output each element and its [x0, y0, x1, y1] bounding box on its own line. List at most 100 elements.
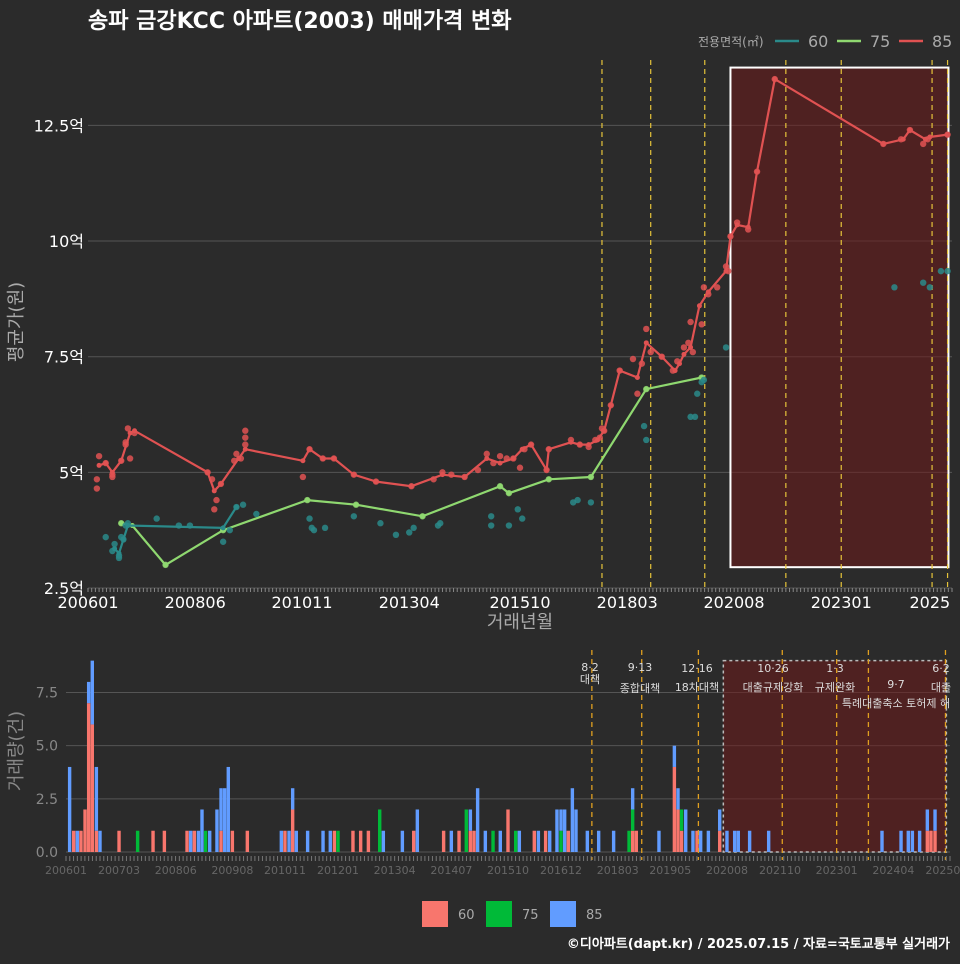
volume-bar [514, 830, 518, 852]
line-vertex [677, 361, 683, 367]
volume-bar [725, 830, 729, 852]
volume-bar [203, 830, 208, 852]
volume-bar [151, 830, 155, 852]
data-point [643, 325, 650, 333]
x-tick-label: 200601 [45, 864, 87, 877]
volume-bar [457, 830, 461, 852]
line-vertex [118, 520, 124, 526]
volume-bar [366, 830, 371, 852]
x-tick-label: 201304 [374, 864, 416, 877]
volume-bar [336, 830, 340, 852]
data-point [891, 284, 898, 291]
volume-bar [630, 830, 635, 852]
x-tick-label: 201612 [540, 864, 582, 877]
x-tick-label: 202301 [811, 593, 872, 612]
volume-bar [90, 660, 94, 725]
line-vertex [672, 368, 678, 374]
volume-bar [162, 830, 167, 852]
x-tick-label: 200806 [165, 593, 226, 612]
line-vertex [125, 523, 131, 529]
x-tick-label: 201304 [379, 593, 440, 612]
data-point [124, 425, 132, 432]
volume-bar [899, 830, 903, 852]
y-tick-label: 5.0 [36, 739, 58, 755]
line-vertex [439, 472, 445, 478]
volume-bar [929, 830, 933, 852]
data-point [920, 140, 927, 148]
volume-bar [718, 809, 722, 831]
line-vertex [220, 525, 226, 531]
x-tick-label: 201510 [487, 864, 529, 877]
data-point [310, 526, 318, 534]
volume-bar [208, 830, 212, 852]
volume-bar [200, 809, 204, 852]
data-point [253, 510, 260, 518]
data-point [321, 524, 329, 532]
volume-bar [72, 830, 76, 852]
volume-bar [287, 830, 291, 852]
y-tick-label: 10억 [49, 232, 84, 251]
line-vertex [233, 504, 239, 510]
line-vertex [510, 455, 516, 461]
line-vertex [772, 76, 778, 82]
volume-bar [400, 830, 405, 852]
data-point [242, 441, 249, 448]
x-tick-label: 202301 [816, 864, 858, 877]
data-point [483, 450, 490, 458]
line-vertex [643, 386, 649, 392]
volume-bar [570, 788, 575, 852]
line-vertex [688, 344, 694, 350]
line-vertex [497, 460, 503, 466]
footer-credit: ©디아파트(dapt.kr) / 2025.07.15 / 자료=국토교통부 실… [567, 936, 950, 952]
line-vertex [588, 474, 594, 480]
volume-bar [472, 830, 476, 852]
volume-bar [283, 830, 287, 852]
volume-bar [381, 830, 386, 852]
legend-swatch [550, 901, 576, 927]
volume-bar [279, 830, 284, 852]
line-vertex [546, 446, 552, 452]
volume-bar [305, 830, 310, 852]
volume-bar [718, 830, 722, 852]
data-point [350, 513, 358, 520]
data-point [687, 318, 694, 326]
volume-bar [219, 788, 223, 831]
line-vertex [420, 513, 426, 519]
data-point [126, 455, 134, 462]
volume-bar [672, 766, 677, 852]
line-vertex [211, 488, 217, 494]
data-point [213, 496, 220, 504]
volume-bar [196, 830, 201, 852]
volume-bar [706, 830, 711, 852]
volume-bar [464, 809, 468, 852]
volume-bar [566, 830, 570, 852]
legend-label: 60 [458, 908, 475, 923]
legend-label: 85 [586, 908, 603, 923]
volume-bar [321, 830, 325, 852]
volume-bar [698, 830, 703, 852]
x-tick-label: 201011 [271, 593, 332, 612]
volume-bar [933, 809, 937, 831]
data-point [713, 284, 721, 291]
x-tick-label: 201803 [597, 593, 658, 612]
volume-bar [574, 809, 578, 852]
volume-bar [627, 830, 631, 852]
data-point [920, 279, 927, 286]
data-point [410, 524, 417, 532]
legend-label: 85 [932, 32, 952, 51]
policy-date: 9·7 [887, 678, 905, 691]
line-vertex [659, 354, 665, 360]
data-point [488, 513, 495, 520]
legend-swatch [422, 901, 448, 927]
volume-bar [230, 830, 235, 852]
volume-bar [933, 830, 937, 852]
policy-date: 6·2 [932, 662, 950, 675]
volume-bar [86, 703, 91, 852]
data-point [102, 533, 109, 541]
price-panel: 2.5억 5억 7.5억 10억 12.5억 200601 200806 201011 2013… [6, 32, 953, 633]
y-tick-label: 5억 [59, 463, 84, 482]
volume-bar [79, 830, 83, 852]
volume-bar [358, 830, 363, 852]
line-vertex [304, 497, 310, 503]
line-vertex [163, 562, 169, 568]
